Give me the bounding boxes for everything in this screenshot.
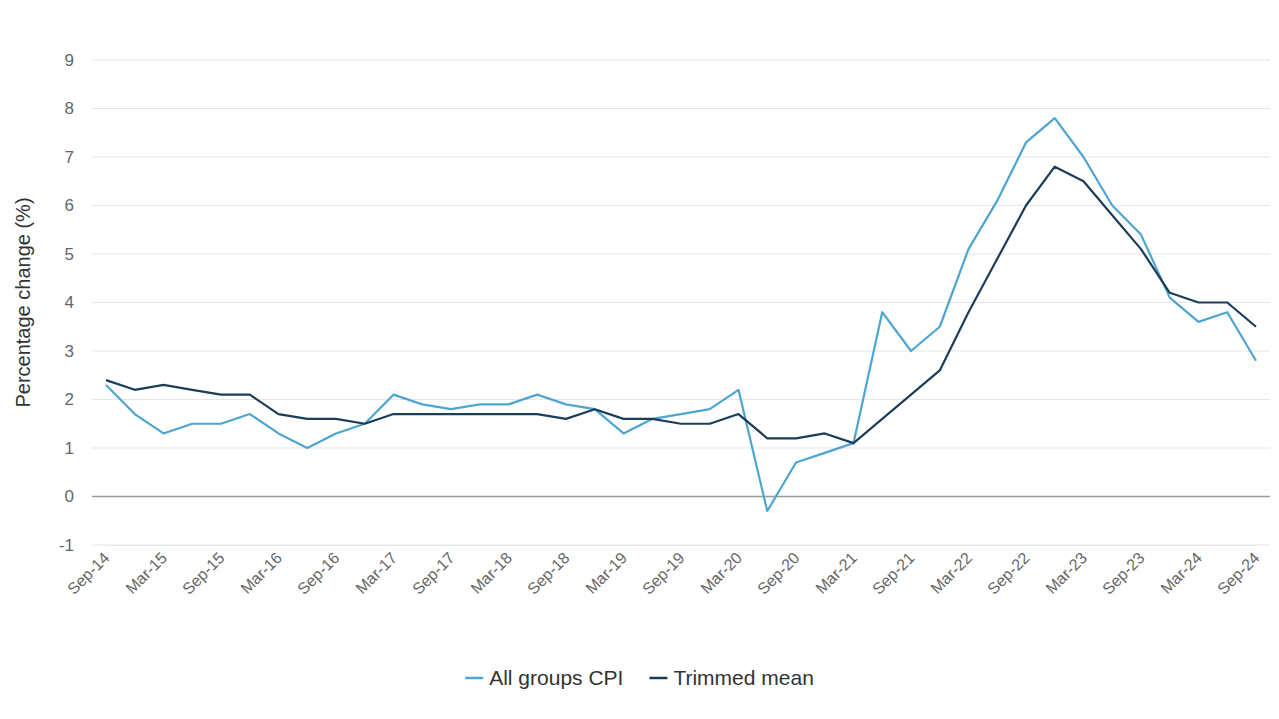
legend-label: All groups CPI xyxy=(489,666,623,689)
x-tick-label: Mar-16 xyxy=(237,549,285,597)
x-tick: Mar-21 xyxy=(812,545,860,597)
grid-line xyxy=(92,351,1270,352)
y-tick: 3 xyxy=(65,342,74,361)
x-tick: Mar-16 xyxy=(237,545,285,597)
zero-line xyxy=(92,496,1270,498)
legend-swatch xyxy=(649,677,667,680)
x-tick-label: Mar-15 xyxy=(122,549,170,597)
x-tick-label: Mar-19 xyxy=(582,549,630,597)
x-tick: Mar-15 xyxy=(122,545,170,597)
legend: All groups CPI Trimmed mean xyxy=(465,666,814,689)
chart: -10123456789Sep-14Mar-15Sep-15Mar-16Sep-… xyxy=(0,0,1279,719)
x-tick: Mar-20 xyxy=(697,545,745,597)
grid-line xyxy=(92,60,1270,61)
x-tick-label: Mar-23 xyxy=(1042,549,1090,597)
x-tick-label: Mar-17 xyxy=(352,549,400,597)
y-tick-label: 7 xyxy=(65,148,74,167)
x-tick: Mar-24 xyxy=(1157,545,1205,597)
legend-swatch xyxy=(465,677,483,680)
x-tick: Sep-14 xyxy=(64,545,113,598)
y-tick-label: 2 xyxy=(65,390,74,409)
x-tick: Mar-17 xyxy=(352,545,400,597)
x-tick: Sep-17 xyxy=(409,545,458,598)
y-tick-label: 6 xyxy=(65,196,74,215)
x-tick-label: Sep-19 xyxy=(639,549,688,598)
y-tick: 6 xyxy=(65,196,74,215)
y-tick: 1 xyxy=(65,439,74,458)
x-tick: Mar-18 xyxy=(467,545,515,597)
x-tick: Sep-15 xyxy=(179,545,228,598)
grid-line xyxy=(92,399,1270,400)
grid-line xyxy=(92,448,1270,449)
x-tick: Sep-23 xyxy=(1099,545,1148,598)
x-tick: Sep-22 xyxy=(984,545,1033,598)
x-tick-label: Mar-20 xyxy=(697,549,745,597)
y-tick-label: 9 xyxy=(65,51,74,70)
y-axis: -1 0 1 2 3 4 5 6 7 8 9 xyxy=(59,51,75,555)
x-tick: Sep-19 xyxy=(639,545,688,598)
y-axis-title: Percentage change (%) xyxy=(12,197,34,407)
grid xyxy=(92,60,1270,545)
y-tick-label: 0 xyxy=(65,487,74,506)
y-tick: 4 xyxy=(65,293,74,312)
y-tick: -1 xyxy=(59,536,74,555)
legend-item: Trimmed mean xyxy=(649,666,813,689)
y-tick: 9 xyxy=(65,51,74,70)
y-tick: 2 xyxy=(65,390,74,409)
grid-line xyxy=(92,108,1270,109)
x-tick: Sep-24 xyxy=(1214,545,1263,598)
y-tick-label: 3 xyxy=(65,342,74,361)
x-tick-label: Sep-15 xyxy=(179,549,228,598)
grid-line xyxy=(92,545,1270,546)
x-tick-label: Mar-24 xyxy=(1157,549,1205,597)
x-tick: Sep-20 xyxy=(754,545,803,598)
y-tick: 7 xyxy=(65,148,74,167)
y-tick-label: -1 xyxy=(59,536,74,555)
x-axis: Sep-14Mar-15Sep-15Mar-16Sep-16Mar-17Sep-… xyxy=(64,545,1263,598)
x-tick-label: Mar-22 xyxy=(927,549,975,597)
x-tick-label: Sep-18 xyxy=(524,549,573,598)
grid-line xyxy=(92,205,1270,206)
x-tick-label: Mar-18 xyxy=(467,549,515,597)
legend-label: Trimmed mean xyxy=(673,666,813,689)
plot-area xyxy=(106,118,1256,511)
x-tick-label: Sep-22 xyxy=(984,549,1033,598)
y-tick-label: 8 xyxy=(65,99,74,118)
x-tick-label: Sep-23 xyxy=(1099,549,1148,598)
x-tick-label: Sep-24 xyxy=(1214,549,1263,598)
x-tick-label: Sep-16 xyxy=(294,549,343,598)
series-line xyxy=(106,118,1256,511)
x-tick: Mar-22 xyxy=(927,545,975,597)
y-tick-label: 1 xyxy=(65,439,74,458)
grid-line xyxy=(92,254,1270,255)
legend-item: All groups CPI xyxy=(465,666,623,689)
x-tick: Mar-19 xyxy=(582,545,630,597)
y-tick: 8 xyxy=(65,99,74,118)
grid-line xyxy=(92,157,1270,158)
y-tick-label: 5 xyxy=(65,245,74,264)
grid-line xyxy=(92,302,1270,303)
x-tick-label: Sep-20 xyxy=(754,549,803,598)
y-axis-line xyxy=(74,61,75,546)
x-tick-label: Mar-21 xyxy=(812,549,860,597)
y-tick-label: 4 xyxy=(65,293,74,312)
x-tick-label: Sep-14 xyxy=(64,549,113,598)
x-tick: Sep-18 xyxy=(524,545,573,598)
series-line xyxy=(106,167,1256,443)
x-tick: Mar-23 xyxy=(1042,545,1090,597)
x-axis-line xyxy=(107,545,1257,546)
y-tick: 0 xyxy=(65,487,74,506)
y-tick: 5 xyxy=(65,245,74,264)
x-tick: Sep-21 xyxy=(869,545,918,598)
x-tick-label: Sep-17 xyxy=(409,549,458,598)
x-tick: Sep-16 xyxy=(294,545,343,598)
x-tick-label: Sep-21 xyxy=(869,549,918,598)
